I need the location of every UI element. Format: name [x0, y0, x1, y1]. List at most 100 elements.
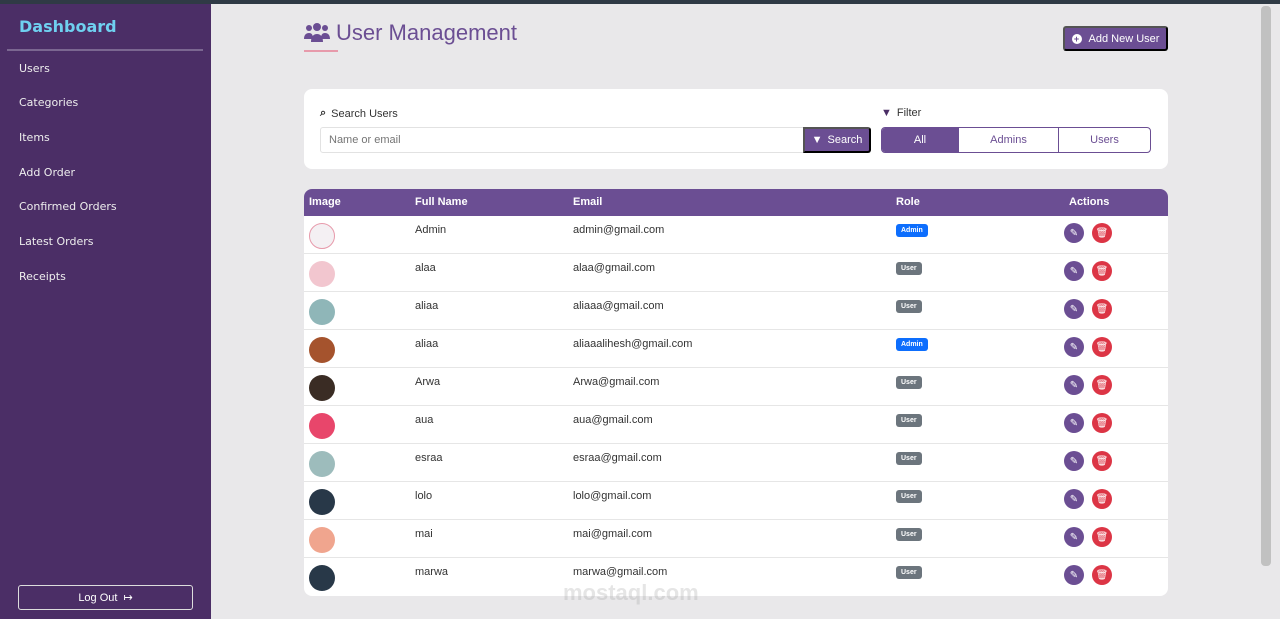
user-email: marwa@gmail.com: [573, 566, 668, 578]
sidebar-item-items[interactable]: Items: [19, 131, 50, 144]
delete-button[interactable]: 🗑︎: [1092, 527, 1112, 547]
table-row: alaa alaa@gmail.com User ✎ 🗑︎: [304, 254, 1168, 292]
filter-admins[interactable]: Admins: [959, 128, 1059, 152]
edit-button[interactable]: ✎: [1064, 451, 1084, 471]
sidebar-item-categories[interactable]: Categories: [19, 96, 79, 109]
delete-button[interactable]: 🗑︎: [1092, 299, 1112, 319]
delete-button[interactable]: 🗑︎: [1092, 337, 1112, 357]
add-user-button[interactable]: + Add New User: [1063, 26, 1168, 51]
edit-button[interactable]: ✎: [1064, 565, 1084, 585]
user-name: alaa: [415, 262, 436, 274]
role-badge: Admin: [896, 224, 928, 237]
edit-button[interactable]: ✎: [1064, 337, 1084, 357]
delete-button[interactable]: 🗑︎: [1092, 261, 1112, 281]
col-full-name: Full Name: [415, 196, 468, 208]
filter-icon: ▼: [881, 107, 892, 119]
role-badge: User: [896, 490, 922, 503]
col-image: Image: [309, 196, 341, 208]
trash-icon: 🗑︎: [1095, 265, 1109, 277]
table-row: esraa esraa@gmail.com User ✎ 🗑︎: [304, 444, 1168, 482]
search-filter-card: ⌕Search Users ▼Search ▼Filter All Admins…: [304, 89, 1168, 169]
avatar: [309, 261, 335, 287]
avatar: [309, 451, 335, 477]
role-badge: User: [896, 376, 922, 389]
sidebar-item-users[interactable]: Users: [19, 62, 50, 75]
user-name: Arwa: [415, 376, 441, 388]
brand[interactable]: Dashboard: [19, 17, 117, 36]
avatar: [309, 413, 335, 439]
table-row: mai mai@gmail.com User ✎ 🗑︎: [304, 520, 1168, 558]
plus-circle-icon: +: [1071, 33, 1082, 44]
user-name: aliaa: [415, 338, 439, 350]
sidebar-item-receipts[interactable]: Receipts: [19, 270, 66, 283]
filter-group: All Admins Users: [881, 127, 1151, 153]
logout-label: Log Out: [78, 591, 118, 604]
edit-button[interactable]: ✎: [1064, 489, 1084, 509]
user-name: mai: [415, 528, 433, 540]
edit-button[interactable]: ✎: [1064, 299, 1084, 319]
sidebar-item-add-order[interactable]: Add Order: [19, 166, 76, 179]
sidebar-item-confirmed-orders[interactable]: Confirmed Orders: [19, 200, 117, 213]
table-row: aliaa aliaaalihesh@gmail.com Admin ✎ 🗑︎: [304, 330, 1168, 368]
logout-button[interactable]: Log Out ↦: [18, 585, 193, 610]
sign-out-icon: ↦: [123, 592, 133, 604]
table-row: aua aua@gmail.com User ✎ 🗑︎: [304, 406, 1168, 444]
scrollbar[interactable]: [1261, 6, 1271, 566]
delete-button[interactable]: 🗑︎: [1092, 223, 1112, 243]
delete-button[interactable]: 🗑︎: [1092, 565, 1112, 585]
avatar: [309, 489, 335, 515]
table-row: marwa marwa@gmail.com User ✎ 🗑︎: [304, 558, 1168, 596]
user-email: esraa@gmail.com: [573, 452, 662, 464]
avatar: [309, 223, 335, 249]
avatar: [309, 527, 335, 553]
avatar: [309, 375, 335, 401]
search-button[interactable]: ▼ Search: [803, 127, 871, 153]
table-row: Admin admin@gmail.com Admin ✎ 🗑︎: [304, 216, 1168, 254]
user-name: aua: [415, 414, 434, 426]
edit-icon: ✎: [1069, 417, 1079, 429]
user-name: marwa: [415, 566, 449, 578]
user-email: mai@gmail.com: [573, 528, 653, 540]
sidebar-item-latest-orders[interactable]: Latest Orders: [19, 235, 94, 248]
table-row: Arwa Arwa@gmail.com User ✎ 🗑︎: [304, 368, 1168, 406]
user-email: aua@gmail.com: [573, 414, 653, 426]
col-role: Role: [896, 196, 920, 208]
edit-button[interactable]: ✎: [1064, 375, 1084, 395]
top-bar: [0, 0, 1280, 4]
filter-icon: ▼: [811, 134, 823, 146]
trash-icon: 🗑︎: [1095, 493, 1109, 505]
edit-icon: ✎: [1069, 265, 1079, 277]
avatar: [309, 565, 335, 591]
trash-icon: 🗑︎: [1095, 341, 1109, 353]
edit-icon: ✎: [1069, 227, 1079, 239]
trash-icon: 🗑︎: [1095, 303, 1109, 315]
delete-button[interactable]: 🗑︎: [1092, 413, 1112, 433]
user-email: aliaaalihesh@gmail.com: [573, 338, 693, 350]
user-name: aliaa: [415, 300, 439, 312]
page-title-text: User Management: [336, 20, 517, 45]
table-row: lolo lolo@gmail.com User ✎ 🗑︎: [304, 482, 1168, 520]
trash-icon: 🗑︎: [1095, 417, 1109, 429]
role-badge: User: [896, 262, 922, 275]
edit-button[interactable]: ✎: [1064, 413, 1084, 433]
edit-button[interactable]: ✎: [1064, 527, 1084, 547]
watermark: mostaql.com: [563, 580, 699, 605]
edit-button[interactable]: ✎: [1064, 261, 1084, 281]
filter-all[interactable]: All: [882, 128, 959, 152]
trash-icon: 🗑︎: [1095, 531, 1109, 543]
filter-users[interactable]: Users: [1090, 134, 1119, 146]
role-badge: Admin: [896, 338, 928, 351]
edit-icon: ✎: [1069, 569, 1079, 581]
delete-button[interactable]: 🗑︎: [1092, 451, 1112, 471]
user-name: esraa: [415, 452, 443, 464]
edit-button[interactable]: ✎: [1064, 223, 1084, 243]
edit-icon: ✎: [1069, 455, 1079, 467]
delete-button[interactable]: 🗑︎: [1092, 489, 1112, 509]
delete-button[interactable]: 🗑︎: [1092, 375, 1112, 395]
user-email: aliaaa@gmail.com: [573, 300, 664, 312]
user-name: lolo: [415, 490, 433, 502]
search-input[interactable]: [320, 127, 804, 153]
trash-icon: 🗑︎: [1095, 569, 1109, 581]
user-email: admin@gmail.com: [573, 224, 665, 236]
users-table: Image Full Name Email Role Actions Admin…: [304, 189, 1168, 596]
